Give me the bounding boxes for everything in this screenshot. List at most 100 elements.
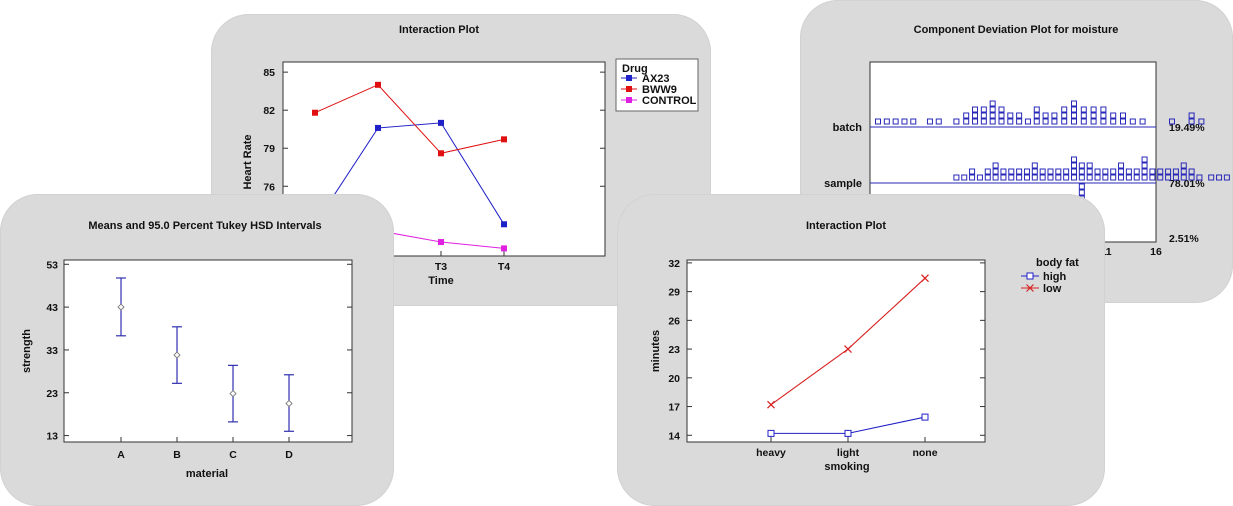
- series-line: [314, 122, 505, 225]
- data-point: [961, 174, 968, 181]
- data-point: [1016, 112, 1023, 119]
- data-point: [312, 109, 318, 116]
- data-point: [1125, 168, 1132, 175]
- legend-marker: [1026, 284, 1034, 292]
- data-point: [1188, 174, 1195, 181]
- data-point: [438, 119, 444, 126]
- marker-stroke: [1026, 284, 1034, 292]
- y-axis-label: Heart Rate: [242, 134, 254, 189]
- data-point: [1063, 168, 1070, 175]
- chart-title: Interaction Plot: [399, 24, 479, 36]
- data-point: [972, 106, 979, 113]
- data-point: [1141, 156, 1148, 163]
- data-point: [1063, 174, 1070, 181]
- data-point: [1078, 162, 1085, 169]
- data-point: [1118, 162, 1125, 169]
- data-point: [1180, 168, 1187, 175]
- data-point: [1133, 168, 1140, 175]
- data-point: [1078, 189, 1085, 196]
- row-label: batch: [833, 122, 863, 134]
- data-point: [1118, 168, 1125, 175]
- data-point: [1110, 112, 1117, 119]
- data-point: [1094, 168, 1101, 175]
- data-point: [926, 118, 933, 125]
- x-tick-label: 16: [1150, 246, 1162, 258]
- data-point: [1165, 174, 1172, 181]
- data-point: [1023, 168, 1030, 175]
- data-point: [1078, 174, 1085, 181]
- data-point: [1188, 168, 1195, 175]
- legend-label: AX23: [642, 73, 670, 85]
- data-point: [1061, 106, 1068, 113]
- row-label: sample: [824, 178, 862, 190]
- data-point: [1141, 174, 1148, 181]
- interaction-minutes-panel: Interaction Plot 14 17 20 23 26 29 32 heavy ligh…: [617, 194, 1105, 506]
- data-point: [984, 174, 991, 181]
- plot-area: [63, 259, 353, 443]
- data-point: [844, 429, 852, 437]
- data-point: [1061, 118, 1068, 125]
- data-point: [1180, 162, 1187, 169]
- data-point: [1172, 168, 1179, 175]
- data-point: [1125, 174, 1132, 181]
- data-point: [1071, 174, 1077, 181]
- data-point: [1223, 174, 1230, 181]
- y-tick-label: 53: [46, 259, 58, 271]
- data-point: [1023, 174, 1030, 181]
- x-axis-label: Time: [428, 275, 453, 287]
- data-point: [844, 345, 852, 354]
- data-point: [980, 118, 987, 125]
- x-tick-label: none: [912, 447, 937, 459]
- chart-title: Means and 95.0 Percent Tukey HSD Interva…: [88, 220, 321, 232]
- data-point: [1198, 118, 1205, 125]
- series-line: [314, 84, 505, 154]
- data-point: [501, 136, 507, 143]
- data-point: [1071, 156, 1077, 163]
- y-tick-label: 85: [263, 67, 275, 79]
- x-axis-label: smoking: [824, 461, 869, 473]
- data-point: [1100, 112, 1107, 119]
- data-point: [1031, 168, 1038, 175]
- data-point: [1149, 168, 1156, 175]
- data-point: [921, 413, 929, 421]
- data-point: [989, 112, 996, 119]
- mean-marker: [173, 351, 181, 359]
- data-point: [1165, 168, 1172, 175]
- data-point: [375, 124, 381, 131]
- x-tick-label: B: [173, 449, 181, 461]
- data-point: [1172, 174, 1179, 181]
- data-point: [1110, 168, 1117, 175]
- data-point: [984, 168, 991, 175]
- data-point: [992, 174, 999, 181]
- y-tick-label: 43: [46, 302, 58, 314]
- data-point: [976, 174, 983, 181]
- data-point: [1008, 174, 1015, 181]
- data-point: [980, 112, 987, 119]
- marker-stroke: [921, 274, 929, 283]
- data-point: [1216, 174, 1223, 181]
- data-point: [1071, 100, 1077, 107]
- data-point: [1078, 183, 1085, 190]
- data-point: [1139, 118, 1146, 125]
- data-point: [1208, 174, 1215, 181]
- data-point: [1149, 174, 1156, 181]
- y-tick-label: 13: [46, 431, 58, 443]
- row-percent: 19.49%: [1169, 122, 1205, 134]
- data-point: [1008, 168, 1015, 175]
- data-point: [1090, 112, 1097, 119]
- legend-title: Drug: [622, 63, 648, 75]
- data-point: [1169, 118, 1175, 125]
- data-point: [1080, 112, 1087, 119]
- x-tick-label: light: [837, 447, 860, 459]
- data-point: [1047, 168, 1054, 175]
- mean-marker: [285, 399, 293, 408]
- y-tick-label: 17: [668, 402, 680, 414]
- tukey-panel: Means and 95.0 Percent Tukey HSD Interva…: [0, 194, 394, 506]
- data-point: [1031, 174, 1038, 181]
- data-point: [1071, 112, 1077, 119]
- y-axis-label: strength: [21, 329, 33, 373]
- interaction-minutes-chart: Interaction Plot 14 17 20 23 26 29 32 heavy ligh…: [650, 220, 1079, 473]
- data-point: [992, 168, 999, 175]
- data-point: [998, 118, 1005, 125]
- data-point: [1042, 118, 1049, 125]
